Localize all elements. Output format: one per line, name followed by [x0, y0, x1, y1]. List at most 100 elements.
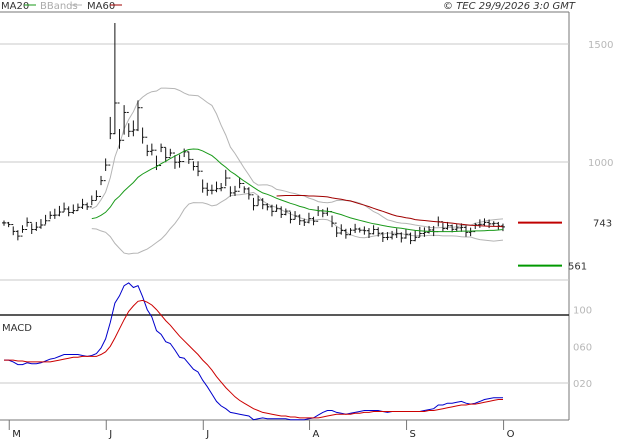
- price-bar: [334, 222, 339, 238]
- price-bar: [15, 230, 20, 241]
- price-bar: [163, 146, 168, 163]
- price-bar: [385, 232, 390, 241]
- price-bar: [177, 154, 182, 168]
- price-bar: [357, 227, 362, 233]
- price-bar: [196, 161, 201, 177]
- price-bar: [242, 182, 247, 194]
- price-bar: [89, 195, 94, 208]
- price-y-tick-label: 1000: [588, 158, 613, 169]
- price-bar: [94, 190, 99, 201]
- price-bar: [122, 105, 127, 141]
- bollinger-lower-line: [91, 191, 504, 255]
- macd-line: [4, 282, 503, 421]
- price-bar: [316, 206, 321, 222]
- header-legend: MA20 BBands MA60: [1, 1, 122, 12]
- price-bar: [145, 136, 150, 157]
- price-bar: [237, 177, 242, 192]
- price-bar: [186, 151, 191, 164]
- price-bar: [436, 216, 441, 233]
- price-bar: [223, 169, 228, 189]
- price-bar: [75, 203, 80, 212]
- x-axis-month-label: J: [108, 429, 112, 440]
- x-axis-month-label: M: [12, 429, 21, 440]
- x-axis-month-label: O: [507, 429, 515, 440]
- price-bar: [269, 204, 274, 217]
- price-bar: [117, 102, 122, 149]
- price-bar: [172, 152, 177, 169]
- price-bar: [80, 198, 85, 209]
- price-bar: [99, 175, 104, 197]
- price-bar: [440, 221, 445, 232]
- macd-lines: [4, 282, 503, 421]
- price-bar: [205, 182, 210, 196]
- price-bar: [29, 221, 34, 234]
- price-bar: [399, 232, 404, 243]
- price-bar: [468, 227, 473, 237]
- price-bar: [390, 230, 395, 240]
- price-bar: [214, 181, 219, 193]
- price-bar: [191, 158, 196, 171]
- price-bar: [376, 227, 381, 237]
- price-bar: [371, 225, 376, 235]
- price-bar: [135, 100, 140, 132]
- price-bar: [200, 170, 205, 193]
- level-label-743: 743: [593, 219, 612, 230]
- price-y-tick-label: 1500: [588, 40, 613, 51]
- price-bar: [408, 232, 413, 245]
- macd-y-tick-label: 020: [573, 379, 592, 390]
- price-bar: [168, 148, 173, 159]
- price-bar: [228, 177, 233, 197]
- price-bar: [311, 216, 316, 226]
- price-bar: [306, 212, 311, 224]
- price-bar: [477, 219, 482, 228]
- price-bar: [20, 225, 25, 237]
- legend-bbands-label: BBands: [40, 1, 78, 12]
- price-bar: [422, 227, 427, 237]
- price-bar: [62, 202, 67, 213]
- price-bar: [182, 148, 187, 163]
- price-bar: [256, 195, 261, 207]
- price-bar: [293, 211, 298, 220]
- bollinger-upper-line: [91, 87, 504, 229]
- price-bar: [103, 158, 108, 182]
- legend-ma20-label: MA20: [1, 1, 29, 12]
- bollinger-bands: [91, 87, 504, 255]
- price-bars: [2, 22, 505, 245]
- macd-y-tick-label: 100: [573, 306, 592, 317]
- price-bar: [330, 211, 335, 228]
- macd-panel-label: MACD: [2, 323, 32, 334]
- price-bar: [48, 211, 53, 222]
- price-bar: [417, 226, 422, 238]
- price-bar: [454, 224, 459, 232]
- price-bar: [348, 228, 353, 236]
- copyright-text: © TEC 29/9/2026 3:0 GMT: [443, 1, 576, 12]
- price-bar: [246, 187, 251, 200]
- price-bar: [288, 210, 293, 224]
- price-bar: [343, 228, 348, 239]
- x-axis-month-label: S: [410, 429, 416, 440]
- price-bar: [274, 204, 279, 212]
- macd-signal-line: [4, 299, 503, 419]
- price-bar: [43, 214, 48, 226]
- price-bar: [52, 208, 57, 219]
- price-bar: [260, 198, 265, 210]
- price-bar: [233, 185, 237, 196]
- price-bar: [450, 224, 455, 233]
- price-bar: [362, 226, 367, 235]
- price-bar: [496, 221, 501, 230]
- price-bar: [6, 221, 11, 228]
- price-bar: [209, 184, 214, 195]
- price-bar: [2, 220, 6, 226]
- ma60-line: [276, 195, 504, 228]
- price-bar: [11, 224, 16, 236]
- legend-ma60-label: MA60: [87, 1, 115, 12]
- price-bar: [85, 202, 90, 210]
- price-bar: [283, 208, 288, 216]
- y-axis-ticks: 1500 1000 100 060 020: [573, 40, 613, 390]
- moving-averages: [91, 148, 504, 233]
- x-axis-month-label: J: [205, 429, 209, 440]
- price-bar: [131, 120, 136, 137]
- price-bar: [366, 228, 371, 238]
- price-bar: [279, 206, 284, 218]
